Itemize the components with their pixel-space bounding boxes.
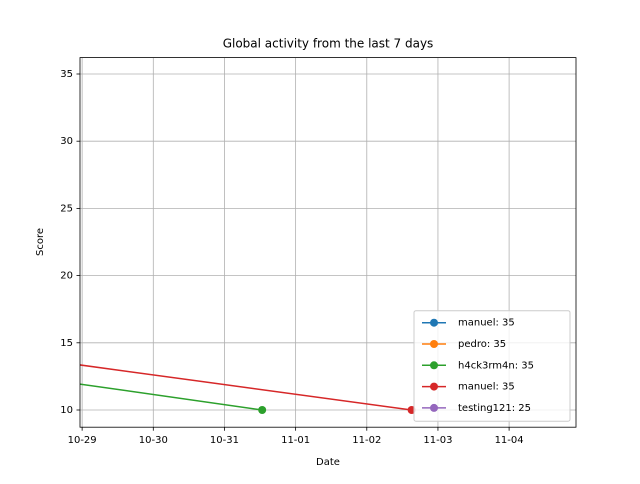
y-tick-label: 15 [60,338,73,349]
legend-marker [430,318,438,327]
x-tick-label: 10-31 [210,435,239,446]
y-tick-label: 20 [60,271,73,282]
plot-frame [79,57,577,428]
legend-label: pedro: 35 [458,339,506,350]
x-axis-label: Date [316,457,340,468]
legend-box [413,310,571,422]
y-tick-label: 10 [60,405,73,416]
x-tick-label: 10-29 [68,435,97,446]
x-tick-label: 10-30 [139,435,168,446]
data-point [258,405,267,414]
x-tick-label: 11-01 [281,435,310,446]
legend-marker [430,403,438,412]
series-line [80,364,412,411]
legend-marker [430,382,438,391]
y-tick-label: 25 [60,203,73,214]
legend-label: manuel: 35 [458,382,515,393]
x-tick-label: 11-03 [423,435,452,446]
y-tick-label: 30 [60,136,73,147]
x-tick-label: 11-04 [495,435,524,446]
y-axis-label: Score [35,228,46,256]
legend-marker [430,340,438,348]
x-tick-label: 11-02 [352,435,381,446]
y-tick-label: 35 [60,69,73,80]
legend-label: manuel: 35 [458,318,515,329]
series-line [80,383,263,411]
legend-label: h4ck3rm4n: 35 [458,360,534,371]
legend-marker [430,361,438,370]
chart-title: Global activity from the last 7 days [223,37,434,51]
legend-label: testing121: 25 [458,403,531,414]
